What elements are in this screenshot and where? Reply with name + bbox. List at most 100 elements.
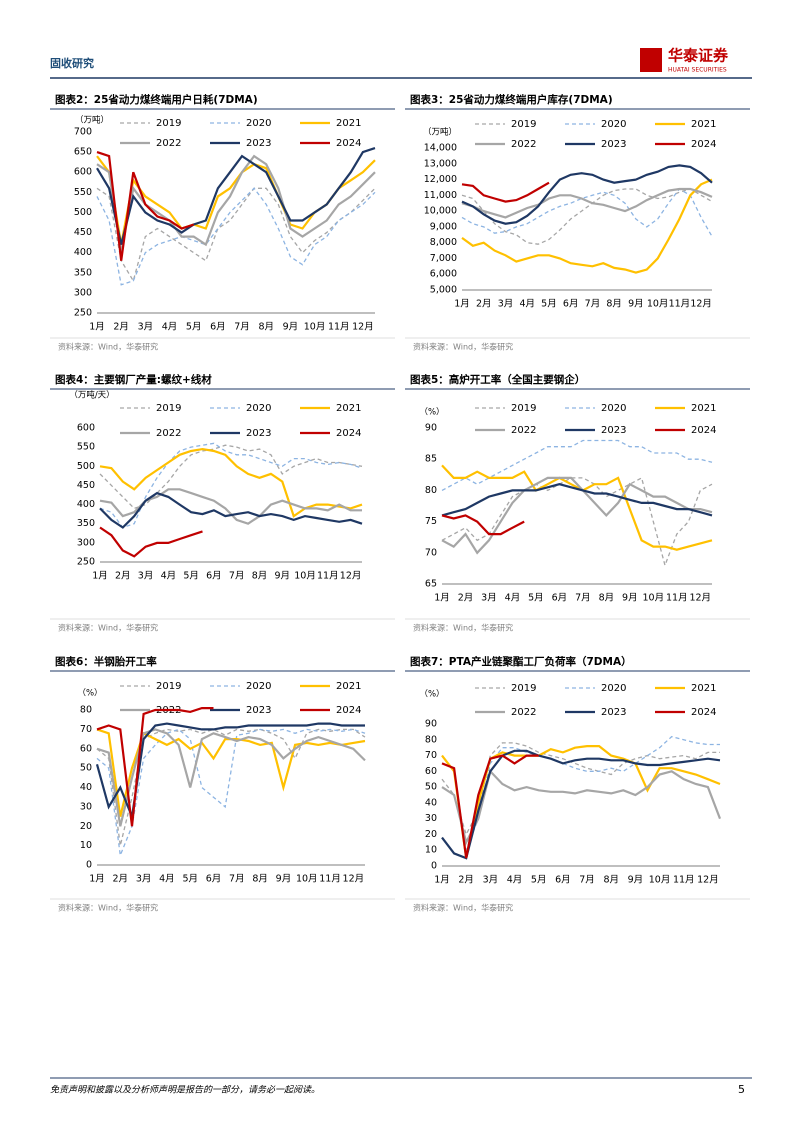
x-tick-label: 11月 xyxy=(328,322,350,333)
x-tick-label: 11月 xyxy=(666,593,688,604)
y-tick-label: 50 xyxy=(425,782,437,793)
x-tick-label: 4月 xyxy=(161,571,177,582)
x-tick-label: 10月 xyxy=(296,874,318,885)
x-tick-label: 12月 xyxy=(343,874,365,885)
y-tick-label: 700 xyxy=(74,127,92,138)
legend-label: 2023 xyxy=(601,425,626,436)
y-tick-label: 600 xyxy=(77,423,95,434)
y-tick-label: 300 xyxy=(74,287,92,298)
y-tick-label: 250 xyxy=(74,308,92,319)
legend-label: 2020 xyxy=(601,119,626,130)
x-tick-label: 6月 xyxy=(210,322,226,333)
x-tick-label: 2月 xyxy=(458,593,474,604)
x-tick-label: 7月 xyxy=(579,875,595,886)
y-tick-label: 300 xyxy=(77,537,95,548)
y-tick-label: 50 xyxy=(80,763,92,774)
legend-label: 2021 xyxy=(691,403,716,414)
y-tick-label: 450 xyxy=(77,480,95,491)
legend-label: 2019 xyxy=(511,683,536,694)
x-tick-label: 11月 xyxy=(317,571,339,582)
y-tick-label: 10,000 xyxy=(424,206,457,217)
legend-label: 2022 xyxy=(511,425,536,436)
y-tick-label: 7,000 xyxy=(430,253,457,264)
x-tick-label: 2月 xyxy=(113,322,129,333)
x-tick-label: 11月 xyxy=(673,875,695,886)
x-tick-label: 1月 xyxy=(434,593,450,604)
chart-title: 图表2：25省动力煤终端用户日耗(7DMA) xyxy=(55,93,258,106)
y-tick-label: 20 xyxy=(425,829,437,840)
x-tick-label: 4月 xyxy=(507,875,523,886)
y-tick-label: 12,000 xyxy=(424,174,457,185)
y-tick-label: 0 xyxy=(86,860,92,871)
x-tick-label: 1月 xyxy=(92,571,108,582)
y-tick-label: 550 xyxy=(77,442,95,453)
x-tick-label: 12月 xyxy=(697,875,719,886)
y-axis-unit: （万吨/天） xyxy=(69,390,114,401)
legend-label: 2019 xyxy=(156,403,181,414)
y-tick-label: 20 xyxy=(80,821,92,832)
chart-title: 图表4：主要钢厂产量:螺纹+线材 xyxy=(55,373,212,386)
series-line xyxy=(461,164,713,225)
x-tick-label: 8月 xyxy=(252,874,268,885)
x-tick-label: 7月 xyxy=(575,593,591,604)
y-tick-label: 9,000 xyxy=(430,221,457,232)
y-tick-label: 10 xyxy=(425,845,437,856)
legend-label: 2019 xyxy=(156,681,181,692)
legend-label: 2022 xyxy=(156,138,181,149)
y-axis-unit: （%） xyxy=(419,689,444,700)
page-number: 5 xyxy=(738,1083,745,1096)
y-tick-label: 90 xyxy=(425,423,437,434)
legend-label: 2022 xyxy=(511,707,536,718)
x-tick-label: 7月 xyxy=(229,874,245,885)
y-tick-label: 400 xyxy=(74,247,92,258)
series-line xyxy=(96,155,376,245)
legend-label: 2023 xyxy=(601,707,626,718)
disclaimer: 免责声明和披露以及分析师声明是报告的一部分，请务必一起阅读。 xyxy=(50,1085,320,1096)
y-tick-label: 40 xyxy=(80,782,92,793)
y-tick-label: 80 xyxy=(425,485,437,496)
x-tick-label: 9月 xyxy=(283,322,299,333)
x-tick-label: 11月 xyxy=(319,874,341,885)
x-tick-label: 12月 xyxy=(689,593,711,604)
series-line xyxy=(461,187,713,219)
x-tick-label: 3月 xyxy=(483,875,499,886)
legend-label: 2023 xyxy=(246,705,271,716)
y-tick-label: 90 xyxy=(425,719,437,730)
x-tick-label: 5月 xyxy=(183,571,199,582)
chart-title: 图表7：PTA产业链聚酯工厂负荷率（7DMA） xyxy=(410,655,632,668)
logo-mark xyxy=(640,48,662,72)
y-tick-label: 70 xyxy=(425,750,437,761)
y-tick-label: 650 xyxy=(74,147,92,158)
series-line xyxy=(441,514,525,536)
legend-label: 2020 xyxy=(246,118,271,129)
legend-label: 2024 xyxy=(691,139,716,150)
source-note: 资料来源：Wind，华泰研究 xyxy=(413,342,513,352)
y-tick-label: 0 xyxy=(431,861,437,872)
y-tick-label: 600 xyxy=(74,167,92,178)
series-line xyxy=(461,181,550,203)
y-tick-label: 6,000 xyxy=(430,269,457,280)
legend-label: 2024 xyxy=(336,428,361,439)
legend-label: 2024 xyxy=(691,707,716,718)
y-tick-label: 85 xyxy=(425,454,437,465)
x-tick-label: 12月 xyxy=(690,299,712,310)
y-tick-label: 11,000 xyxy=(424,190,457,201)
legend-label: 2020 xyxy=(246,681,271,692)
series-line xyxy=(441,476,713,568)
y-tick-label: 60 xyxy=(425,766,437,777)
y-tick-label: 40 xyxy=(425,797,437,808)
x-tick-label: 4月 xyxy=(519,299,535,310)
y-tick-label: 350 xyxy=(77,518,95,529)
y-tick-label: 8,000 xyxy=(430,237,457,248)
logo-text: 华泰证券 xyxy=(668,47,729,65)
x-tick-label: 2月 xyxy=(476,299,492,310)
series-line xyxy=(461,178,713,274)
x-tick-label: 10月 xyxy=(649,875,671,886)
x-tick-label: 9月 xyxy=(628,875,644,886)
y-tick-label: 400 xyxy=(77,499,95,510)
legend-label: 2024 xyxy=(691,425,716,436)
series-line xyxy=(95,722,365,821)
legend-label: 2019 xyxy=(511,119,536,130)
y-tick-label: 13,000 xyxy=(424,158,457,169)
x-tick-label: 6月 xyxy=(552,593,568,604)
